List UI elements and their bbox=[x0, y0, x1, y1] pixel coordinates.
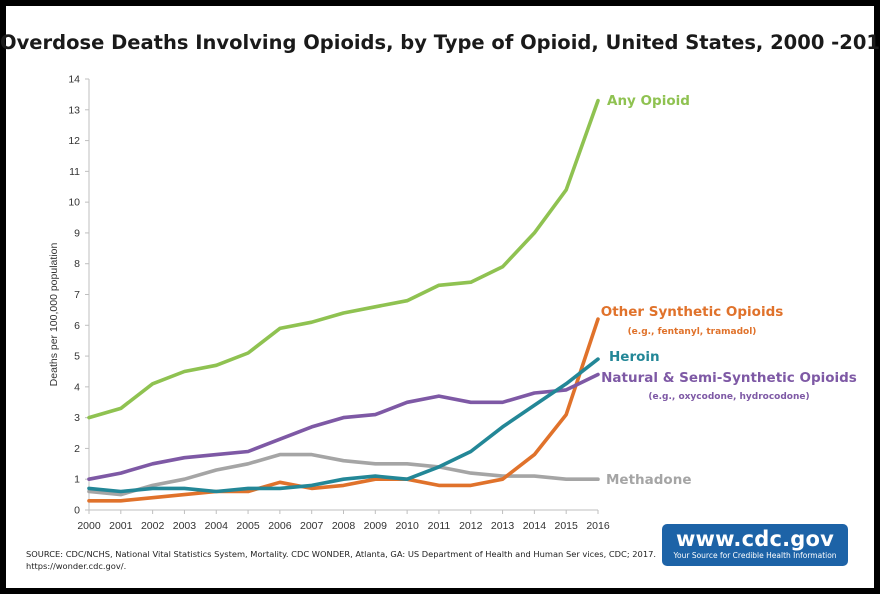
y-tick-label: 4 bbox=[74, 381, 80, 393]
x-tick-label: 2008 bbox=[332, 520, 356, 532]
y-tick-label: 3 bbox=[74, 412, 80, 424]
y-tick-label: 9 bbox=[74, 227, 80, 239]
series-line-heroin bbox=[87, 357, 600, 494]
series-sublabel-other-synthetic-opioids: (e.g., fentanyl, tramadol) bbox=[628, 327, 757, 337]
x-tick-label: 2014 bbox=[523, 520, 547, 532]
x-tick-label: 2016 bbox=[586, 520, 610, 532]
x-tick-label: 2006 bbox=[268, 520, 292, 532]
series-sublabel-natural-semi-synthetic-opioids: (e.g., oxycodone, hydrocodone) bbox=[648, 392, 809, 402]
series-line-methadone bbox=[87, 452, 600, 497]
series-line-natural-semi-synthetic-opioids bbox=[87, 372, 600, 482]
y-tick-label: 12 bbox=[68, 135, 80, 147]
y-tick-label: 5 bbox=[74, 351, 80, 363]
logo-tagline: Your Source for Credible Health Informat… bbox=[673, 551, 837, 560]
series-line-any-opioid bbox=[87, 98, 600, 420]
x-tick-label: 2012 bbox=[459, 520, 483, 532]
x-tick-label: 2013 bbox=[491, 520, 515, 532]
source-note: SOURCE: CDC/NCHS, National Vital Statist… bbox=[26, 549, 657, 571]
x-tick-label: 2005 bbox=[236, 520, 260, 532]
x-tick-label: 2003 bbox=[173, 520, 197, 532]
y-tick-label: 10 bbox=[68, 197, 80, 209]
logo-url[interactable]: www.cdc.gov bbox=[675, 527, 835, 551]
y-tick-label: 1 bbox=[74, 474, 80, 486]
y-tick-label: 14 bbox=[68, 74, 80, 86]
x-tick-label: 2011 bbox=[428, 520, 451, 532]
y-tick-label: 6 bbox=[74, 320, 80, 332]
series-label-any-opioid: Any Opioid bbox=[607, 93, 690, 109]
series-label-other-synthetic-opioids: Other Synthetic Opioids bbox=[601, 304, 784, 320]
y-tick-label: 0 bbox=[74, 505, 80, 517]
y-tick-label: 11 bbox=[69, 166, 80, 178]
series-line-other-synthetic-opioids bbox=[87, 317, 600, 503]
x-tick-label: 2002 bbox=[141, 520, 165, 532]
x-tick-label: 2004 bbox=[205, 520, 229, 532]
chart-card bbox=[6, 6, 874, 588]
series-label-heroin: Heroin bbox=[609, 349, 660, 365]
x-tick-label: 2000 bbox=[77, 520, 101, 532]
y-tick-label: 7 bbox=[74, 289, 80, 301]
cdc-logo[interactable]: www.cdc.gov Your Source for Credible Hea… bbox=[662, 524, 848, 566]
x-tick-label: 2009 bbox=[364, 520, 388, 532]
x-tick-label: 2010 bbox=[395, 520, 419, 532]
x-tick-label: 2015 bbox=[555, 520, 579, 532]
y-tick-label: 13 bbox=[68, 104, 80, 116]
chart-title: Overdose Deaths Involving Opioids, by Ty… bbox=[0, 31, 880, 54]
y-tick-label: 8 bbox=[74, 258, 80, 270]
series-label-methadone: Methadone bbox=[606, 472, 691, 488]
y-tick-label: 2 bbox=[74, 443, 80, 455]
x-tick-label: 2001 bbox=[109, 520, 133, 532]
series-label-natural-semi-synthetic-opioids: Natural & Semi-Synthetic Opioids bbox=[601, 370, 857, 386]
x-tick-label: 2007 bbox=[300, 520, 324, 532]
y-axis-label: Deaths per 100,000 population bbox=[48, 243, 60, 387]
